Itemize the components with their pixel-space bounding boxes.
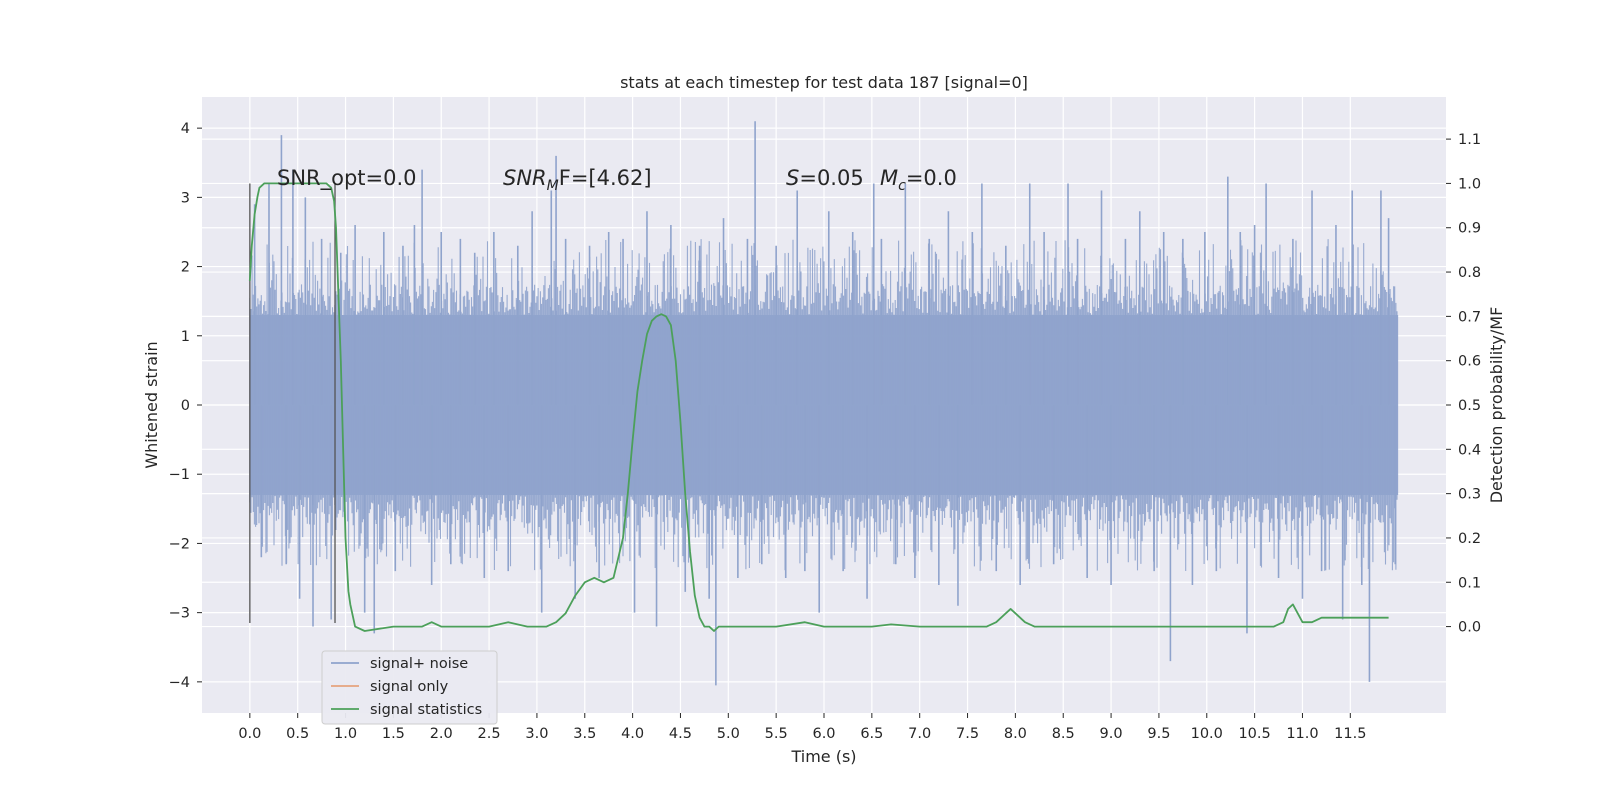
x-tick-label: 10.0 [1191,726,1223,742]
chart-marks [248,121,1399,686]
x-tick-label: 7.0 [908,726,931,742]
legend-label-signal-statistics: signal statistics [370,702,482,718]
x-tick-label: 8.0 [1004,726,1027,742]
x-tick-label: 2.0 [430,726,453,742]
y2-tick-label: 0.7 [1458,309,1481,325]
legend-label-signal-only: signal only [370,679,449,695]
x-tick-label: 10.5 [1238,726,1270,742]
y2-tick-label: 0.8 [1458,265,1481,281]
x-tick-label: 9.5 [1147,726,1170,742]
signal-statistics-line [248,182,1389,632]
y2-tick-label: 0.1 [1458,575,1481,591]
x-tick-label: 5.5 [765,726,788,742]
y2-tick-label: 0.0 [1458,620,1481,636]
legend-label-signal-noise: signal+ noise [370,656,468,672]
chart-title: stats at each timestep for test data 187… [620,73,1028,92]
x-tick-label: 11.0 [1286,726,1318,742]
annotation-s-symbol: S [786,166,799,190]
x-tick-label: 9.0 [1100,726,1123,742]
x-tick-label: 0.5 [286,726,309,742]
x-axis-label: Time (s) [790,747,856,766]
annotation-snr-mf: SNRMF=[4.62] [503,166,652,194]
legend: signal+ noise signal only signal statist… [321,650,498,725]
y-tick-label: −3 [169,606,190,622]
legend-box [321,650,498,725]
y2-tick-label: 0.9 [1458,221,1481,237]
x-tick-label: 6.0 [812,726,835,742]
y2-tick-label: 0.2 [1458,531,1481,547]
y2-tick-label: 0.5 [1458,398,1481,414]
x-tick-label: 8.5 [1052,726,1075,742]
x-tick-label: 4.5 [669,726,692,742]
y-tick-label: 3 [181,190,190,206]
annotation-s-value: =0.05 [799,166,863,190]
y-tick-label: −2 [169,536,190,552]
x-tick-label: 7.5 [956,726,979,742]
annotation-mc-value: =0.0 [906,166,957,190]
y2-tick-label: 0.6 [1458,354,1481,370]
x-tick-label: 4.0 [621,726,644,742]
x-tick-label: 1.0 [334,726,357,742]
y-tick-label: 0 [181,398,190,414]
y2-tick-label: 1.1 [1458,132,1481,148]
y-tick-label: 1 [181,329,190,345]
annotation-mc-subscript: c [898,178,906,194]
x-tick-label: 1.5 [382,726,405,742]
y2-tick-label: 0.4 [1458,442,1481,458]
annotation-mc-symbol: M [880,166,898,190]
annotation-snr-mf-value: F=[4.62] [559,166,652,190]
x-tick-label: 5.0 [717,726,740,742]
y-tick-label: −1 [169,467,190,483]
y2-tick-label: 0.3 [1458,487,1481,503]
x-tick-label: 0.0 [238,726,261,742]
y-tick-label: 4 [181,121,190,137]
x-tick-label: 6.5 [860,726,883,742]
annotation-snr-mf-subscript: M [547,178,559,194]
y-axis-label: Whitened strain [142,341,161,468]
y-tick-label: 2 [181,260,190,276]
x-tick-label: 3.5 [573,726,596,742]
y-tick-label: −4 [169,675,190,691]
annotation-mc: Mc=0.0 [880,166,957,194]
annotation-snr-opt: SNR_opt=0.0 [277,166,417,191]
annotation-snr-mf-symbol: SNR [503,166,547,190]
y2-axis-label: Detection probability/MF [1487,307,1506,504]
annotation-s: S=0.05 [786,166,864,190]
x-tick-label: 11.5 [1334,726,1366,742]
y2-tick-label: 1.0 [1458,176,1481,192]
x-tick-label: 2.5 [478,726,501,742]
x-tick-label: 3.0 [525,726,548,742]
